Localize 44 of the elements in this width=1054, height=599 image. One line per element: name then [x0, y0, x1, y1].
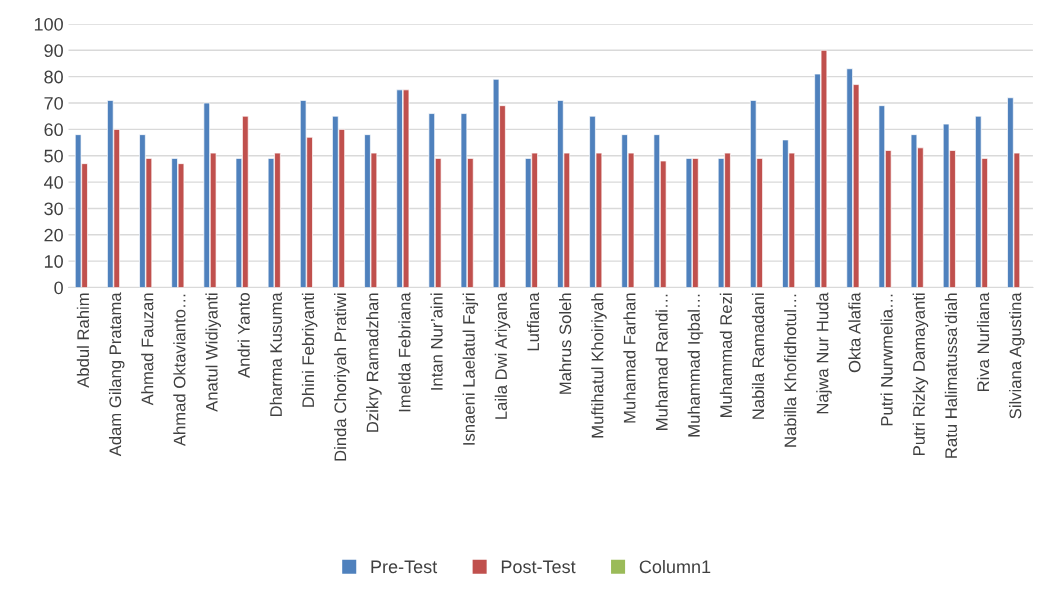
x-tick-label: Najwa Nur Huda	[816, 292, 832, 414]
x-tick-label: Ratu Halimatussa’diah	[944, 293, 958, 458]
y-tick-label: 100	[34, 17, 63, 31]
y-tick-label: 90	[44, 44, 63, 58]
x-tick-label: Muhammad Iqbal…	[687, 294, 704, 437]
x-tick-label: Riva Nurliana	[976, 292, 990, 392]
x-tick-label: Muhammad Rezi	[719, 293, 732, 417]
x-tick-label: Dharma Kusuma	[269, 292, 282, 417]
x-tick-label: Muhamad Farhan	[623, 293, 636, 423]
x-tick-label: Dzikry Ramadzhan	[366, 293, 382, 432]
x-tick-label: Intan Nur’aini	[430, 293, 443, 390]
y-tick-label: 40	[43, 176, 63, 189]
y-tick-label: 10	[44, 255, 63, 268]
x-tick-label: Ahmad Fauzan	[141, 293, 154, 406]
x-tick-label: Putri Nurwmelia…	[880, 294, 893, 426]
y-tick-label: 30	[44, 202, 63, 216]
x-tick-label: Dhini Febriyanti	[301, 293, 318, 407]
y-tick-label: 20	[44, 228, 63, 242]
x-tick-label: Okta Alafia	[848, 292, 861, 373]
y-tick-label: 0	[54, 281, 63, 295]
x-tick-label: Laila Dwi Ariyana	[494, 292, 511, 419]
x-tick-label: Lutfiana	[526, 292, 540, 351]
x-tick-label: Mahrus Soleh	[559, 293, 572, 394]
x-tick-label: Nabila Ramadani	[751, 293, 765, 419]
y-tick-label: 70	[44, 96, 63, 110]
legend-label: Pre-Test	[371, 560, 438, 574]
x-tick-label: Putri Rizky Damayanti	[912, 293, 929, 455]
legend-label: Column1	[639, 559, 711, 574]
x-tick-label: Adam Gilang Pratama	[108, 292, 125, 457]
x-tick-label: Andri Yanto	[237, 293, 250, 378]
y-tick-label: 50	[44, 149, 63, 163]
x-tick-label: Muftihatul Khoiriyah	[591, 293, 607, 438]
y-tick-label: 80	[44, 70, 63, 84]
x-tick-label: Imelda Febriana	[398, 292, 411, 412]
x-tick-label: Muhamad Randi…	[655, 294, 668, 430]
legend-label: Post-Test	[501, 560, 576, 574]
x-tick-label: Ahmad Oktavianto…	[173, 294, 186, 447]
x-tick-label: Nabilla Khofidhotul…	[784, 294, 797, 447]
x-tick-label: Anatul Widiyanti	[205, 293, 221, 412]
y-tick-label: 60	[44, 123, 63, 137]
x-tick-label: Abdul Rahim	[76, 293, 90, 388]
x-tick-label: Dinda Choriyah Pratiwi	[333, 293, 350, 461]
x-tick-label: Isnaeni Laelatul Fajri	[462, 293, 479, 445]
x-tick-label: Silviana Agustina	[1009, 292, 1025, 419]
